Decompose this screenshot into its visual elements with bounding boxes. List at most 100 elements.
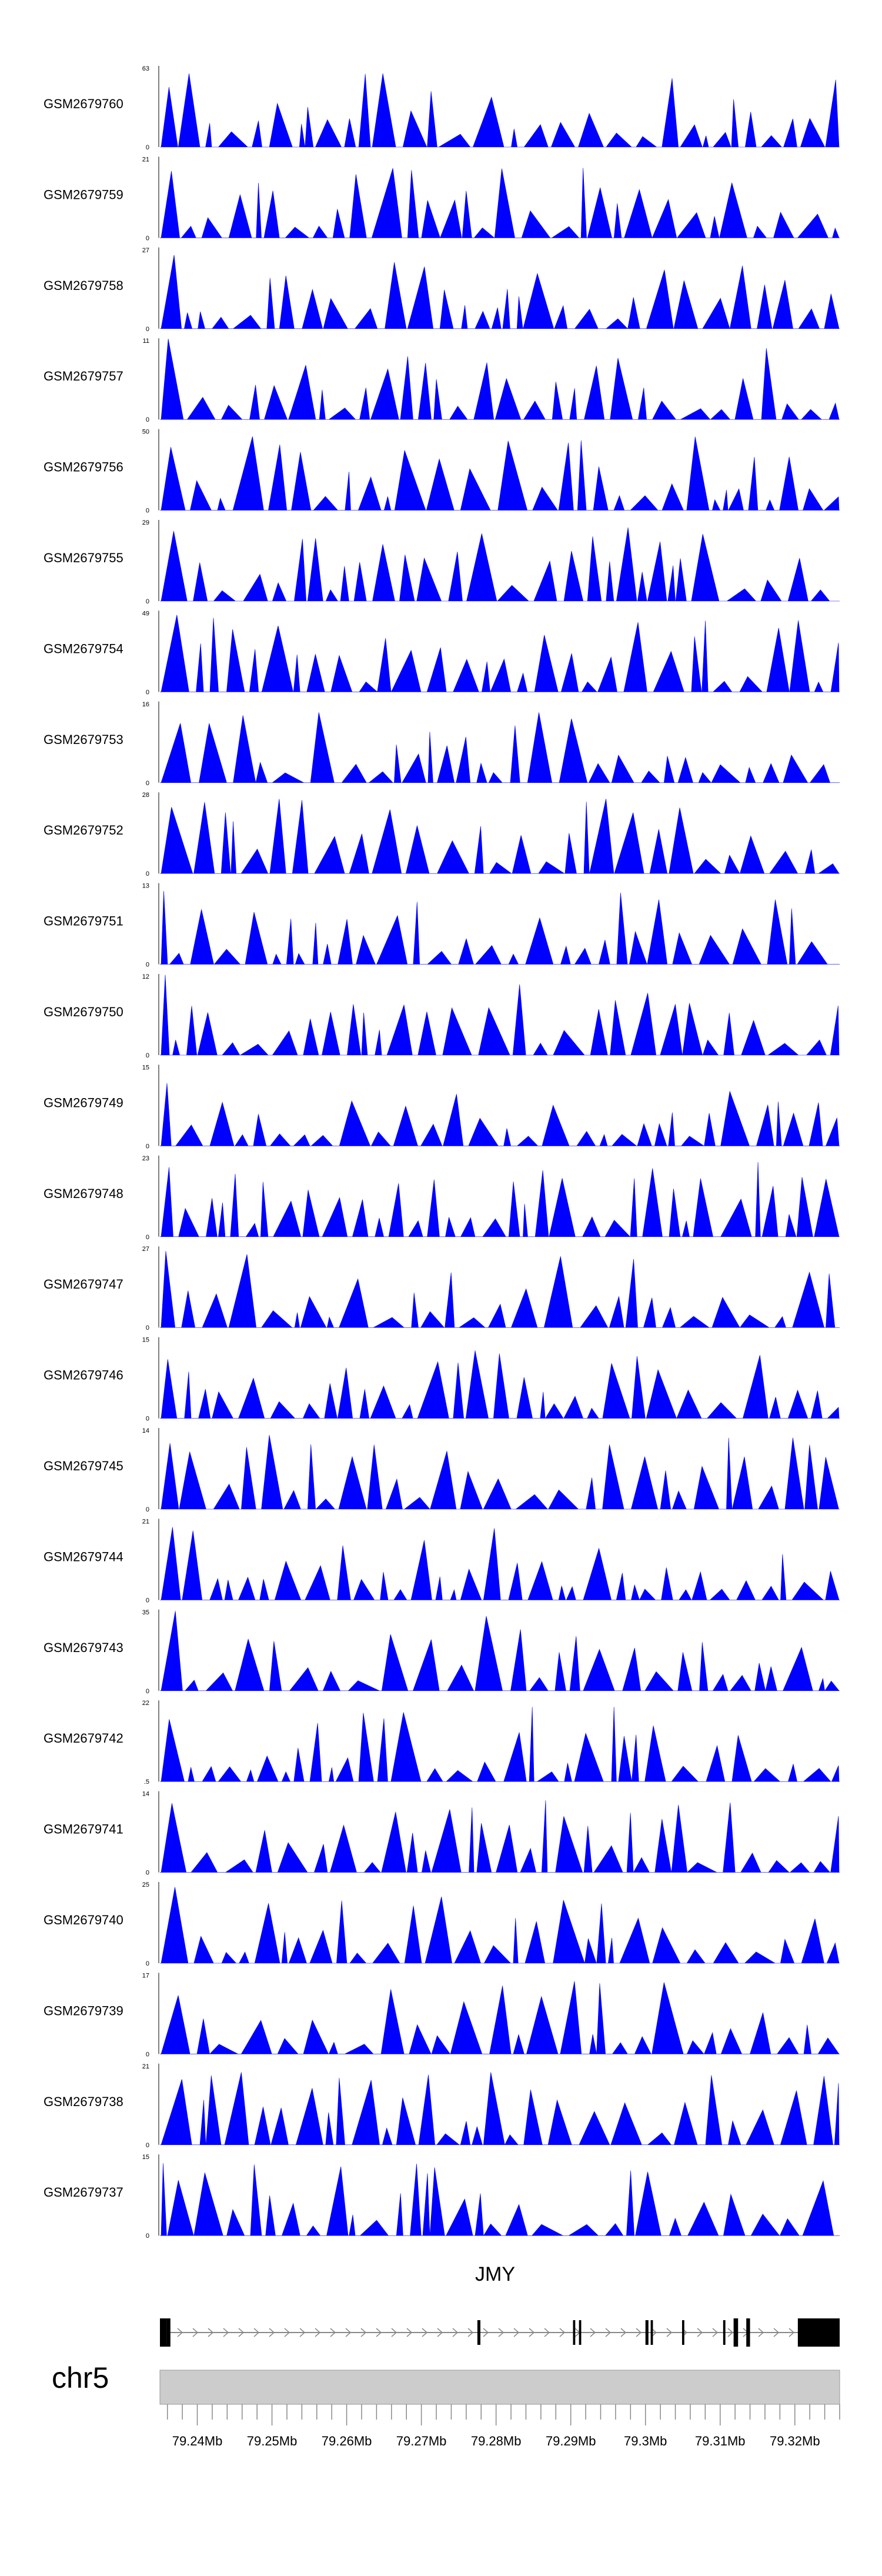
- coverage-area: [160, 73, 840, 148]
- y-axis-min-label: 0: [146, 598, 149, 605]
- y-axis-max-label: 35: [142, 1609, 149, 1616]
- y-axis-min-label: 0: [146, 1960, 149, 1967]
- y-axis-min-label: 0: [146, 326, 149, 333]
- coverage-area: [160, 712, 840, 783]
- track-sample-label: GSM2679737: [44, 2185, 123, 2200]
- track-sample-label: GSM2679752: [44, 823, 123, 837]
- coverage-track: GSM2679745 14 0: [44, 1427, 840, 1513]
- exon-block: [723, 2320, 726, 2345]
- strand-arrow: [391, 2328, 397, 2337]
- coverage-track: GSM2679749 15 0: [44, 1064, 840, 1150]
- track-sample-label: GSM2679738: [44, 2094, 123, 2109]
- coverage-area: [160, 1611, 840, 1691]
- y-axis-min-label: 0: [146, 416, 149, 423]
- track-sample-label: GSM2679744: [44, 1549, 123, 1564]
- coverage-track: GSM2679743 35 0: [44, 1609, 840, 1695]
- y-axis-max-label: 21: [142, 156, 149, 163]
- strand-arrow: [376, 2328, 382, 2337]
- strand-arrow: [498, 2328, 505, 2337]
- exon-block: [160, 2318, 167, 2347]
- strand-arrow: [544, 2328, 550, 2337]
- coverage-area: [160, 1800, 840, 1873]
- x-tick-label: 79.26Mb: [322, 2434, 372, 2448]
- coverage-area: [160, 1887, 840, 1964]
- y-axis-max-label: 11: [143, 338, 149, 345]
- y-axis-max-label: 49: [142, 610, 149, 617]
- y-axis-min-label: 0: [146, 2142, 149, 2149]
- y-axis-min-label: 0: [146, 235, 149, 242]
- track-sample-label: GSM2679749: [44, 1095, 123, 1110]
- y-axis-max-label: 28: [142, 792, 149, 799]
- strand-arrow: [758, 2328, 764, 2337]
- strand-arrow: [651, 2328, 657, 2337]
- exon-block: [650, 2320, 653, 2345]
- strand-arrow: [559, 2328, 566, 2337]
- coverage-area: [160, 436, 840, 510]
- coverage-track: GSM2679760 63 0: [44, 65, 840, 151]
- y-axis-max-label: 50: [142, 429, 149, 436]
- y-axis-max-label: 23: [142, 1155, 149, 1162]
- track-sample-label: GSM2679758: [44, 278, 123, 293]
- y-axis-max-label: 16: [142, 701, 149, 708]
- x-tick-label: 79.29Mb: [546, 2434, 596, 2448]
- gene-label: JMY: [475, 2263, 515, 2285]
- track-sample-label: GSM2679740: [44, 1913, 123, 1927]
- y-axis-min-label: 0: [146, 780, 149, 787]
- coverage-track: GSM2679759 21 0: [44, 156, 840, 242]
- coverage-track: GSM2679741 14 0: [44, 1791, 840, 1877]
- strand-arrow: [605, 2328, 612, 2337]
- x-tick-label: 79.28Mb: [471, 2434, 522, 2448]
- y-axis-max-label: 14: [142, 1791, 149, 1798]
- coverage-area: [160, 1162, 840, 1237]
- strand-arrow: [666, 2328, 673, 2337]
- strand-arrow: [208, 2328, 214, 2337]
- y-axis-min-label: 0: [146, 2051, 149, 2058]
- exon-block: [746, 2318, 750, 2347]
- strand-arrow: [192, 2328, 199, 2337]
- track-sample-label: GSM2679756: [44, 460, 123, 475]
- coverage-area: [160, 890, 840, 965]
- coverage-track: GSM2679752 28 0: [44, 792, 840, 877]
- y-axis-min-label: 0: [146, 870, 149, 877]
- coverage-track: GSM2679746 15 0: [44, 1337, 840, 1423]
- strand-arrow: [483, 2328, 489, 2337]
- coverage-area: [160, 1981, 840, 2054]
- coverage-track: GSM2679758 27 0: [44, 247, 840, 333]
- strand-arrow: [406, 2328, 413, 2337]
- strand-arrow: [269, 2328, 275, 2337]
- track-sample-label: GSM2679760: [44, 96, 123, 111]
- track-sample-label: GSM2679742: [44, 1731, 123, 1746]
- coverage-area: [160, 615, 840, 692]
- y-axis-min-label: 0: [146, 962, 149, 969]
- y-axis-min-label: 0: [146, 1506, 149, 1513]
- coverage-track: GSM2679748 23 0: [44, 1155, 840, 1241]
- track-sample-label: GSM2679751: [44, 914, 123, 929]
- coverage-track: GSM2679753 16 0: [44, 701, 840, 787]
- coverage-tracks: GSM2679760630GSM2679759210GSM2679758270G…: [44, 65, 840, 2240]
- y-axis-max-label: 15: [142, 1337, 149, 1344]
- y-axis-min-label: 0: [146, 1143, 149, 1150]
- x-tick-label: 79.32Mb: [770, 2434, 820, 2448]
- coverage-track: GSM2679756 50 0: [44, 429, 840, 515]
- exon-block: [573, 2320, 576, 2345]
- y-axis-max-label: 29: [142, 519, 149, 526]
- coverage-track: GSM2679740 25 0: [44, 1881, 840, 1967]
- y-axis-max-label: 63: [142, 65, 149, 72]
- strand-arrow: [452, 2328, 459, 2337]
- y-axis-max-label: 22: [142, 1700, 149, 1707]
- coverage-area: [160, 2072, 840, 2145]
- track-sample-label: GSM2679755: [44, 550, 123, 565]
- exon-block: [797, 2318, 840, 2347]
- coverage-track: GSM2679751 13 0: [44, 883, 840, 969]
- y-axis-min-label: 0: [146, 1870, 149, 1877]
- track-sample-label: GSM2679757: [44, 369, 123, 383]
- y-axis-max-label: 25: [142, 1881, 149, 1888]
- genome-axis-track: chr5 79.24Mb 79.25Mb 79.26Mb 79.27Mb 79.28Mb…: [52, 2361, 840, 2448]
- coverage-area: [160, 1434, 840, 1510]
- coverage-area: [160, 255, 840, 329]
- gene-model-track: JMY: [160, 2263, 840, 2347]
- strand-arrow: [513, 2328, 520, 2337]
- y-axis-max-label: 12: [142, 973, 149, 980]
- track-sample-label: GSM2679741: [44, 1822, 123, 1837]
- exon-block: [733, 2318, 739, 2347]
